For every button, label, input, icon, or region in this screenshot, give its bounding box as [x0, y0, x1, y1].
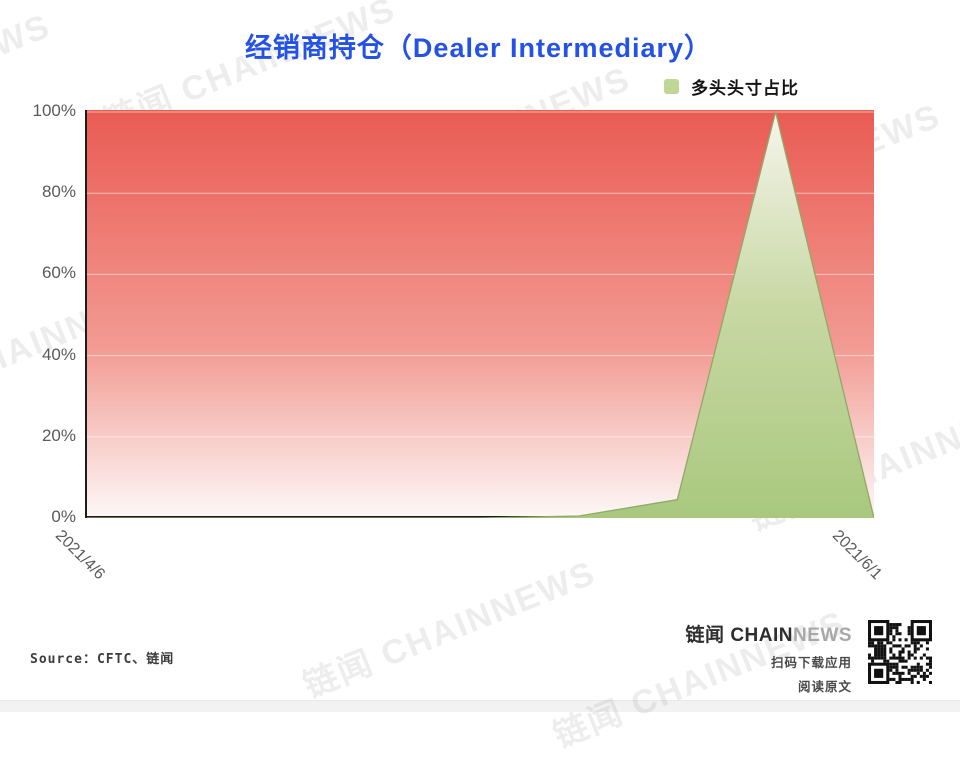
legend-swatch-icon: [664, 78, 679, 94]
series-area-long-position: [87, 112, 874, 518]
source-credit: Source：CFTC、链闻: [30, 652, 175, 667]
qr-code: [868, 620, 932, 684]
series-line-long-position: [87, 111, 874, 518]
y-axis-label: 0%: [51, 507, 76, 526]
brand-en-light: NEWS: [793, 625, 852, 646]
x-axis-label-end: 2021/6/1: [828, 527, 886, 584]
y-axis-label: 60%: [41, 263, 76, 283]
brand-logo: 链闻 CHAINNEWS: [592, 620, 852, 647]
footer-line2: 阅读原文: [797, 680, 852, 694]
bottom-strip: [0, 700, 960, 712]
y-axis: 100% 80% 60% 40% 20% 0%: [0, 0, 76, 711]
y-axis-label: 40%: [41, 344, 76, 364]
area-chart: [87, 110, 874, 518]
brand-en-dark: CHAIN: [730, 625, 793, 646]
y-axis-label: 80%: [41, 182, 76, 202]
y-axis-label: 100%: [32, 101, 76, 120]
footer-line1: 扫码下载应用: [770, 656, 852, 670]
legend-label: 多头头寸占比: [691, 78, 799, 98]
plot-area: [85, 110, 874, 518]
chart-title: 经销商持仓（Dealer Intermediary）: [244, 33, 713, 63]
brand-cn: 链闻: [685, 625, 731, 646]
watermark-text: 链闻 CHAINNEWS: [298, 553, 602, 706]
legend: 多头头寸占比: [664, 76, 799, 98]
y-axis-label: 20%: [41, 425, 76, 445]
footer-brand: 链闻 CHAINNEWS 扫码下载应用 阅读原文: [592, 620, 852, 695]
